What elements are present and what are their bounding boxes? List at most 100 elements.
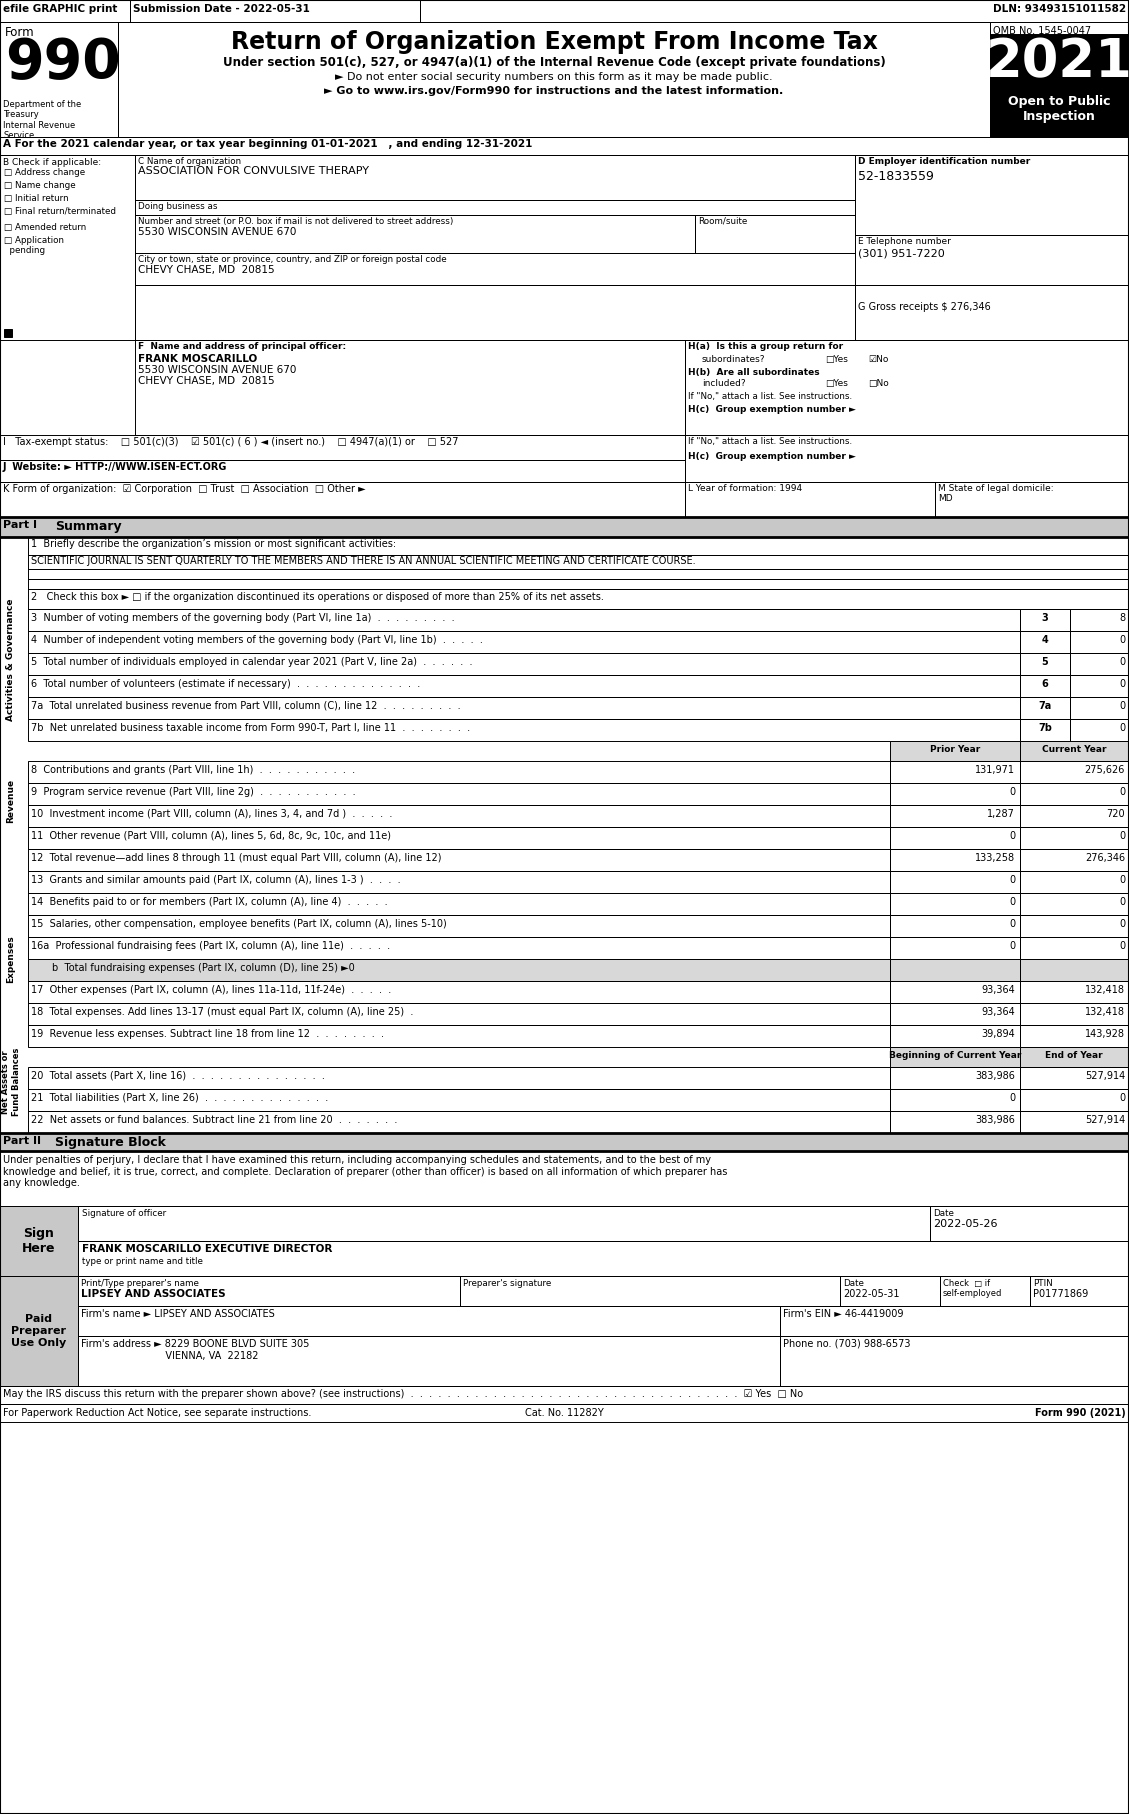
Text: 0: 0 — [1119, 1094, 1124, 1103]
Text: DLN: 93493151011582: DLN: 93493151011582 — [992, 4, 1126, 15]
Text: b  Total fundraising expenses (Part IX, column (D), line 25) ►0: b Total fundraising expenses (Part IX, c… — [52, 963, 355, 972]
Bar — [890, 1110, 1019, 1134]
Text: ☑No: ☑No — [868, 356, 889, 365]
Text: CHEVY CHASE, MD  20815: CHEVY CHASE, MD 20815 — [138, 375, 274, 386]
Text: E Telephone number: E Telephone number — [858, 238, 951, 247]
Text: 0: 0 — [1119, 831, 1124, 842]
Text: Paid
Preparer
Use Only: Paid Preparer Use Only — [11, 1315, 67, 1348]
Text: □ Amended return: □ Amended return — [5, 223, 86, 232]
Text: □ Application
  pending: □ Application pending — [5, 236, 64, 256]
Text: 3: 3 — [1042, 613, 1049, 622]
Text: 2   Check this box ► □ if the organization discontinued its operations or dispos: 2 Check this box ► □ if the organization… — [30, 591, 604, 602]
Text: □ Address change: □ Address change — [5, 169, 85, 178]
Text: 17  Other expenses (Part IX, column (A), lines 11a-11d, 11f-24e)  .  .  .  .  .: 17 Other expenses (Part IX, column (A), … — [30, 985, 392, 996]
Text: ASSOCIATION FOR CONVULSIVE THERAPY: ASSOCIATION FOR CONVULSIVE THERAPY — [138, 167, 369, 176]
Text: 39,894: 39,894 — [981, 1029, 1015, 1039]
Bar — [695, 216, 855, 252]
Text: CHEVY CHASE, MD  20815: CHEVY CHASE, MD 20815 — [138, 265, 274, 276]
Text: 0: 0 — [1009, 920, 1015, 929]
Bar — [0, 435, 685, 461]
Bar — [1019, 1067, 1129, 1088]
Text: 527,914: 527,914 — [1085, 1070, 1124, 1081]
Text: Prior Year: Prior Year — [930, 746, 980, 755]
Text: 7b: 7b — [1038, 724, 1052, 733]
Bar — [0, 0, 130, 22]
Bar — [1019, 653, 1070, 675]
Bar — [0, 1404, 1129, 1422]
Bar — [28, 1110, 890, 1134]
Text: ► Do not enter social security numbers on this form as it may be made public.: ► Do not enter social security numbers o… — [335, 73, 773, 82]
Text: 8: 8 — [1119, 613, 1124, 622]
Bar — [28, 590, 1129, 610]
Text: 93,364: 93,364 — [981, 985, 1015, 996]
Text: □Yes: □Yes — [825, 356, 848, 365]
Bar — [28, 610, 1019, 631]
Bar — [890, 938, 1019, 960]
Text: VIENNA, VA  22182: VIENNA, VA 22182 — [81, 1351, 259, 1360]
Text: □ Name change: □ Name change — [5, 181, 76, 190]
Text: □ Final return/terminated: □ Final return/terminated — [5, 207, 116, 216]
Text: Signature Block: Signature Block — [55, 1136, 166, 1148]
Text: Date: Date — [933, 1208, 954, 1217]
Bar — [135, 154, 855, 200]
Text: 275,626: 275,626 — [1085, 766, 1124, 775]
Text: B Check if applicable:: B Check if applicable: — [3, 158, 102, 167]
Text: 2022-05-26: 2022-05-26 — [933, 1219, 998, 1230]
Text: 1  Briefly describe the organization’s mission or most significant activities:: 1 Briefly describe the organization’s mi… — [30, 539, 396, 550]
Bar — [5, 328, 12, 337]
Text: Check  □ if
self-employed: Check □ if self-employed — [943, 1279, 1003, 1299]
Bar — [1070, 653, 1129, 675]
Bar — [420, 0, 1129, 22]
Text: 383,986: 383,986 — [975, 1116, 1015, 1125]
Bar — [890, 892, 1019, 914]
Text: Beginning of Current Year: Beginning of Current Year — [889, 1050, 1022, 1059]
Text: 21  Total liabilities (Part X, line 26)  .  .  .  .  .  .  .  .  .  .  .  .  .  : 21 Total liabilities (Part X, line 26) .… — [30, 1094, 329, 1103]
Bar — [890, 740, 1019, 762]
Text: 5530 WISCONSIN AVENUE 670: 5530 WISCONSIN AVENUE 670 — [138, 227, 297, 238]
Text: 0: 0 — [1009, 1094, 1015, 1103]
Text: 4  Number of independent voting members of the governing body (Part VI, line 1b): 4 Number of independent voting members o… — [30, 635, 483, 646]
Text: 6: 6 — [1042, 678, 1049, 689]
Text: P01771869: P01771869 — [1033, 1290, 1088, 1299]
Bar — [28, 805, 890, 827]
Text: If "No," attach a list. See instructions.: If "No," attach a list. See instructions… — [688, 437, 852, 446]
Text: G Gross receipts $ 276,346: G Gross receipts $ 276,346 — [858, 301, 991, 312]
Text: Under section 501(c), 527, or 4947(a)(1) of the Internal Revenue Code (except pr: Under section 501(c), 527, or 4947(a)(1)… — [222, 56, 885, 69]
Text: 990: 990 — [5, 36, 121, 91]
Text: 3  Number of voting members of the governing body (Part VI, line 1a)  .  .  .  .: 3 Number of voting members of the govern… — [30, 613, 455, 622]
Text: 0: 0 — [1119, 941, 1124, 951]
Bar — [1019, 697, 1070, 718]
Bar — [28, 892, 890, 914]
Text: Preparer's signature: Preparer's signature — [463, 1279, 551, 1288]
Text: Revenue: Revenue — [7, 778, 16, 824]
Text: K Form of organization:  ☑ Corporation  □ Trust  □ Association  □ Other ►: K Form of organization: ☑ Corporation □ … — [3, 484, 366, 493]
Bar — [1070, 697, 1129, 718]
Bar — [855, 285, 1129, 339]
Text: Room/suite: Room/suite — [698, 218, 747, 227]
Text: 6  Total number of volunteers (estimate if necessary)  .  .  .  .  .  .  .  .  .: 6 Total number of volunteers (estimate i… — [30, 678, 420, 689]
Bar — [890, 1088, 1019, 1110]
Text: H(a)  Is this a group return for: H(a) Is this a group return for — [688, 343, 843, 350]
Bar — [78, 1306, 780, 1335]
Bar — [685, 483, 935, 517]
Text: 0: 0 — [1119, 700, 1124, 711]
Bar — [28, 579, 1129, 590]
Bar — [1019, 1110, 1129, 1134]
Text: 0: 0 — [1119, 874, 1124, 885]
Text: 0: 0 — [1119, 657, 1124, 668]
Text: 8  Contributions and grants (Part VIII, line 1h)  .  .  .  .  .  .  .  .  .  .  : 8 Contributions and grants (Part VIII, l… — [30, 766, 356, 775]
Text: Summary: Summary — [55, 521, 122, 533]
Bar — [1070, 718, 1129, 740]
Bar — [28, 653, 1019, 675]
Text: (301) 951-7220: (301) 951-7220 — [858, 249, 945, 259]
Text: FRANK MOSCARILLO EXECUTIVE DIRECTOR: FRANK MOSCARILLO EXECUTIVE DIRECTOR — [82, 1244, 332, 1253]
Text: 276,346: 276,346 — [1085, 853, 1124, 863]
Bar — [0, 517, 1129, 537]
Bar — [28, 981, 890, 1003]
Text: 9  Program service revenue (Part VIII, line 2g)  .  .  .  .  .  .  .  .  .  .  .: 9 Program service revenue (Part VIII, li… — [30, 787, 356, 796]
Text: 143,928: 143,928 — [1085, 1029, 1124, 1039]
Bar — [0, 154, 135, 339]
Text: Phone no. (703) 988-6573: Phone no. (703) 988-6573 — [784, 1339, 910, 1350]
Bar — [28, 631, 1019, 653]
Bar — [1019, 675, 1070, 697]
